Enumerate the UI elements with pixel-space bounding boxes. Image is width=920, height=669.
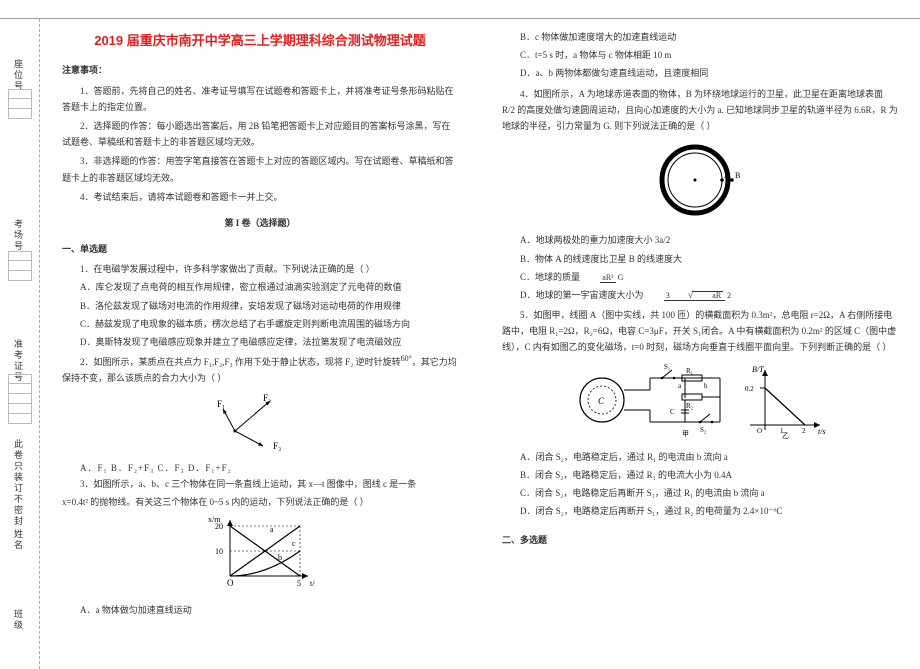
svg-text:S₁: S₁ <box>664 363 670 371</box>
q1-opt-d: D．奥斯特发现了电磁感应现象并建立了电磁感应定律，法拉第发现了电流磁效应 <box>62 334 458 350</box>
notice-3: 3．非选择题的作答：用签字笔直接答在答题卡上对应的答题区域内。写在试题卷、草稿纸… <box>62 153 458 185</box>
rail-banji: 班级 <box>12 609 25 631</box>
svg-text:5: 5 <box>297 579 301 588</box>
svg-text:C: C <box>598 396 605 406</box>
q2-figure: F₂ F₃ F₁ <box>62 391 458 456</box>
q4-stem: 4．如图所示，A 为地球赤道表面的物体，B 为环绕地球运行的卫星，此卫星在距离地… <box>502 86 898 135</box>
q1-opt-c: C．赫兹发现了电现象的磁本质，楞次总结了右手螺旋定则判断电流周围的磁场方向 <box>62 316 458 332</box>
notice-1: 1．答题前，先将自己的姓名、准考证号填写在试题卷和答题卡上，并将准考证号条形码粘… <box>62 83 458 115</box>
svg-text:F₂: F₂ <box>263 393 271 403</box>
q4-opt-c: C．地球的质量 aR²G <box>502 269 898 285</box>
svg-text:a: a <box>270 525 274 534</box>
q1-opt-a: A．库仑发现了点电荷的相互作用规律，密立根通过油滴实验测定了元电荷的数值 <box>62 279 458 295</box>
q4-figure: A B <box>502 138 898 228</box>
svg-text:a: a <box>678 382 682 390</box>
svg-text:t/s: t/s <box>310 579 315 588</box>
q4-opt-d: D．地球的第一宇宙速度大小为 3aR2 <box>502 287 898 303</box>
q3-opt-c: C．t=5 s 时，a 物体与 c 物体相距 10 m <box>502 47 898 63</box>
svg-text:20: 20 <box>215 522 223 531</box>
q2-options: A．F₁ B．F₂+F₃ C．F₃ D．F₁+F₂ <box>62 460 458 476</box>
q3-opt-d: D．a、b 两物体都做匀速直线运动，且速度相同 <box>502 65 898 81</box>
rail-boxes-3 <box>8 374 32 424</box>
q4-opt-b: B．物体 A 的线速度比卫星 B 的线速度大 <box>502 251 898 267</box>
q4-frac-d: 3aR2 <box>646 291 733 301</box>
svg-text:b: b <box>704 382 708 390</box>
rail-kaochang: 考场号 <box>12 219 25 252</box>
q1-opt-b: B．洛伦兹发现了磁场对电流的作用规律，安培发现了磁场对运动电荷的作用规律 <box>62 298 458 314</box>
q3-stem-b: x=0.4t² 的抛物线。有关这三个物体在 0~5 s 内的运动，下列说法正确的… <box>62 494 458 510</box>
svg-text:R₂: R₂ <box>686 402 694 410</box>
q3-opt-b: B．c 物体做加速度增大的加速直线运动 <box>502 29 898 45</box>
rail-bind: 此卷只装订不密封 <box>12 439 25 527</box>
svg-text:0.2: 0.2 <box>745 385 754 393</box>
q3-stem-a: 3．如图所示，a、b、c 三个物体在同一条直线上运动，其 x—t 图像中，图线 … <box>62 476 458 492</box>
q2-stem-a: 2．如图所示，某质点在共点力 F₁,F₂,F₃ 作用下处于静止状态，现将 F₂ … <box>80 357 401 367</box>
column-right: B．c 物体做加速度增大的加速直线运动 C．t=5 s 时，a 物体与 c 物体… <box>480 19 920 669</box>
q5-opt-c: C．闭合 S₂，电路稳定后再断开 S₁，通过 R₁ 的电流由 b 流向 a <box>502 485 898 501</box>
notice-heading: 注意事项： <box>62 62 458 78</box>
svg-text:2: 2 <box>802 427 806 435</box>
single-choice-heading: 一、单选题 <box>62 241 458 257</box>
q5-opt-a: A．闭合 S₂，电路稳定后，通过 R₁ 的电流由 b 流向 a <box>502 449 898 465</box>
svg-text:甲: 甲 <box>682 430 689 438</box>
rail-xingming: 姓名 <box>12 529 25 551</box>
svg-text:乙: 乙 <box>782 432 789 440</box>
q5-opt-d: D．闭合 S₂，电路稳定后再断开 S₁，通过 R₂ 的电荷量为 2.4×10⁻⁶… <box>502 503 898 519</box>
svg-text:F₃: F₃ <box>273 441 281 451</box>
q2-stem: 2．如图所示，某质点在共点力 F₁,F₂,F₃ 作用下处于静止状态，现将 F₂ … <box>62 352 458 386</box>
svg-text:F₁: F₁ <box>217 399 225 409</box>
part1-heading: 第 I 卷（选择题） <box>62 215 458 231</box>
svg-text:b: b <box>278 553 282 562</box>
multi-choice-heading: 二、多选题 <box>502 532 898 548</box>
rail-boxes-2 <box>8 251 32 281</box>
notice-2: 2．选择题的作答：每小题选出答案后，用 2B 铅笔把答题卡上对应题目的答案标号涂… <box>62 118 458 150</box>
notice-4: 4．考试结束后，请将本试题卷和答题卡一并上交。 <box>62 189 458 205</box>
q3-opt-a: A．a 物体做匀加速直线运动 <box>62 602 458 618</box>
q4-frac-c: aR²G <box>582 274 625 282</box>
svg-text:O: O <box>757 427 762 435</box>
q3-figure: x/m2010O5t/sabc <box>62 514 458 597</box>
q5-stem: 5．如图甲，线圈 A（图中实线，共 100 匝）的横截面积为 0.3m²，总电阻… <box>502 307 898 356</box>
q4-opt-a: A．地球两极处的重力加速度大小 3a/2 <box>502 232 898 248</box>
rail-boxes-1 <box>8 89 32 119</box>
rail-zuowei: 座位号 <box>12 59 25 92</box>
svg-text:10: 10 <box>215 547 223 556</box>
svg-text:R₁: R₁ <box>686 367 693 375</box>
svg-text:t/s: t/s <box>818 427 826 436</box>
svg-text:c: c <box>292 539 296 548</box>
binding-rail: 座位号 考场号 准考证号 此卷只装订不密封 姓名 班级 <box>0 19 40 669</box>
q2-degree: 60° <box>401 354 412 363</box>
q1-stem: 1．在电磁学发展过程中，许多科学家做出了贡献。下列说法正确的是（ ） <box>62 261 458 277</box>
column-left: 2019 届重庆市南开中学高三上学期理科综合测试物理试题 注意事项： 1．答题前… <box>40 19 480 669</box>
svg-text:A: A <box>724 171 730 180</box>
svg-text:B: B <box>735 171 740 180</box>
svg-text:S₂: S₂ <box>700 426 707 434</box>
svg-text:C: C <box>670 408 675 416</box>
q5-figure: C S₁ R₁ a b <box>502 360 898 445</box>
svg-text:B/T: B/T <box>752 365 764 374</box>
q5-opt-b: B．闭合 S₂，电路稳定后，通过 R₁ 的电流大小为 0.4A <box>502 467 898 483</box>
paper-title: 2019 届重庆市南开中学高三上学期理科综合测试物理试题 <box>62 29 458 52</box>
svg-text:O: O <box>227 578 234 588</box>
